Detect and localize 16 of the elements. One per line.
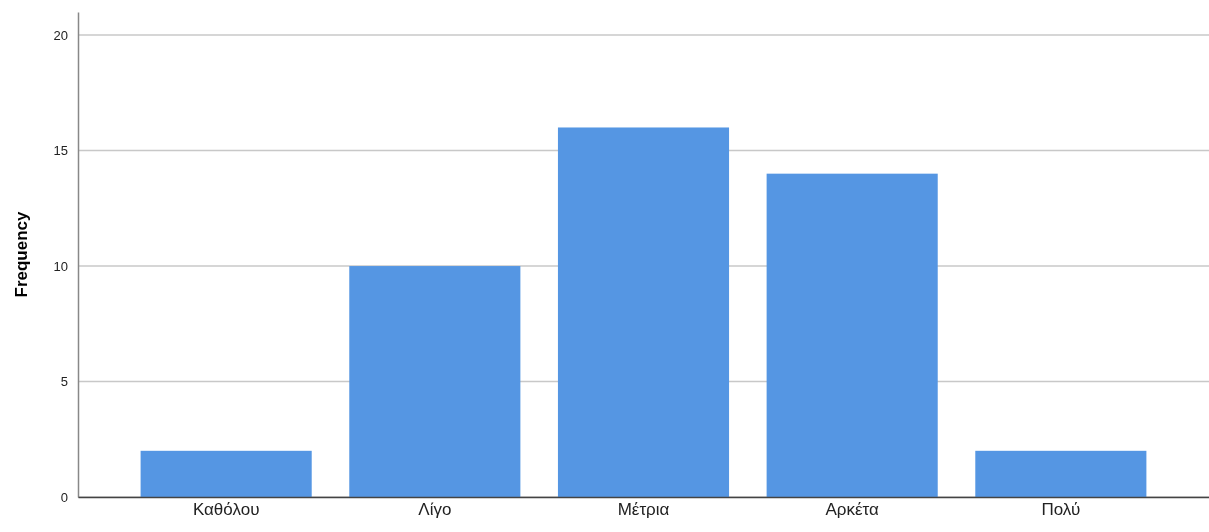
bar (766, 173, 938, 497)
x-tick-label: Αρκέτα (825, 500, 880, 520)
y-tick-label: 10 (53, 258, 68, 274)
x-tick-label: Λίγο (418, 500, 452, 520)
x-tick-label: Καθόλου (192, 500, 260, 520)
bar (140, 450, 312, 497)
y-tick-label: 5 (60, 374, 68, 390)
y-tick-label: 0 (60, 489, 68, 505)
x-tick-label: Πολύ (1041, 500, 1081, 520)
y-axis-title: Frequency (12, 210, 31, 298)
bar (349, 266, 521, 497)
bar (975, 450, 1147, 497)
y-tick-label: 15 (53, 143, 68, 159)
y-tick-label: 20 (53, 27, 68, 43)
bar (557, 127, 730, 497)
x-tick-label: Μέτρια (617, 500, 670, 520)
